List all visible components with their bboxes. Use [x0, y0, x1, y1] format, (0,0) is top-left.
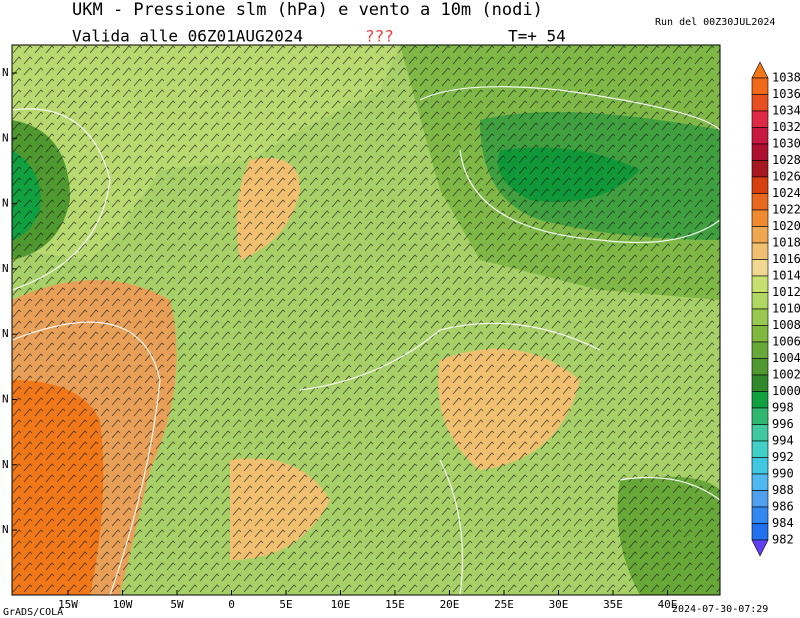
lat-label: N	[2, 197, 9, 210]
colorbar-label: 1008	[772, 318, 800, 332]
lon-label: 10W	[113, 598, 133, 611]
lat-label: N	[2, 393, 9, 406]
colorbar-label: 986	[772, 500, 794, 514]
colorbar-band	[751, 325, 769, 343]
lat-axis: N N N N N N N N	[2, 66, 17, 536]
lon-axis: 15W 10W 5W 0 5E 10E 15E 20E 25E 30E 35E 40E	[58, 590, 677, 611]
map-frame	[11, 44, 721, 596]
colorbar-band	[751, 176, 769, 194]
colorbar-label: 992	[772, 450, 794, 464]
colorbar-band	[751, 341, 769, 359]
colorbar-label: 1016	[772, 252, 800, 266]
colorbar-band	[751, 259, 769, 277]
colorbar-bottom	[751, 539, 769, 557]
lat-label: N	[2, 66, 9, 79]
lon-label: 30E	[549, 598, 569, 611]
valid-time: Valida alle 06Z01AUG2024	[72, 27, 303, 46]
colorbar-band	[751, 292, 769, 310]
lon-label: 5W	[170, 598, 184, 611]
colorbar-label: 996	[772, 417, 794, 431]
lon-label: 20E	[440, 598, 460, 611]
colorbar-label: 1036	[772, 87, 800, 101]
colorbar-label: 1026	[772, 170, 800, 184]
colorbar-band	[751, 143, 769, 161]
lon-label: 40E	[658, 598, 678, 611]
colorbar-band	[751, 457, 769, 475]
colorbar-band	[751, 127, 769, 145]
colorbar-label: 1018	[772, 236, 800, 250]
colorbar: 1038 1036 1034 1032 1030 1028 1026 1024 1022 1020…	[751, 61, 800, 557]
colorbar-band	[751, 424, 769, 442]
colorbar-label: 1024	[772, 186, 800, 200]
colorbar-label: 1020	[772, 219, 800, 233]
colorbar-band	[751, 407, 769, 425]
run-info: Run del 00Z30JUL2024	[655, 17, 775, 28]
colorbar-label: 1010	[772, 302, 800, 316]
colorbar-band	[751, 160, 769, 178]
footer-left: GrADS/COLA	[3, 607, 63, 618]
lon-label: 0	[228, 598, 235, 611]
colorbar-band	[751, 242, 769, 260]
colorbar-label: 1002	[772, 368, 800, 382]
colorbar-band	[751, 193, 769, 211]
colorbar-band	[751, 94, 769, 112]
flag: ???	[365, 27, 394, 46]
colorbar-label: 998	[772, 401, 794, 415]
colorbar-label: 1014	[772, 269, 800, 283]
lat-label: N	[2, 131, 9, 144]
map-area	[12, 45, 720, 595]
colorbar-label: 1028	[772, 153, 800, 167]
colorbar-band	[751, 275, 769, 293]
colorbar-band	[751, 473, 769, 491]
lon-label: 15W	[58, 598, 78, 611]
forecast-step: T=+ 54	[508, 27, 566, 46]
colorbar-band	[751, 440, 769, 458]
lon-label: 25E	[494, 598, 514, 611]
lat-label: N	[2, 458, 9, 471]
colorbar-label: 1022	[772, 203, 800, 217]
lat-label: N	[2, 523, 9, 536]
colorbar-band	[751, 77, 769, 95]
colorbar-label: 990	[772, 467, 794, 481]
colorbar-band	[751, 226, 769, 244]
title: UKM - Pressione slm (hPa) e vento a 10m …	[72, 0, 543, 20]
colorbar-band	[751, 209, 769, 227]
colorbar-top	[751, 61, 769, 79]
footer-right: 2024-07-30-07:29	[672, 604, 768, 615]
lat-label: N	[2, 327, 9, 340]
colorbar-label: 1012	[772, 285, 800, 299]
colorbar-band	[751, 358, 769, 376]
colorbar-label: 984	[772, 516, 794, 530]
colorbar-label: 1038	[772, 71, 800, 85]
colorbar-label: 988	[772, 483, 794, 497]
lat-label: N	[2, 262, 9, 275]
colorbar-band	[751, 374, 769, 392]
colorbar-band	[751, 391, 769, 409]
colorbar-label: 994	[772, 434, 794, 448]
colorbar-label: 1032	[772, 120, 800, 134]
lon-label: 10E	[331, 598, 351, 611]
colorbar-label: 1030	[772, 137, 800, 151]
lon-label: 35E	[603, 598, 623, 611]
colorbar-band	[751, 110, 769, 128]
colorbar-label: 1006	[772, 335, 800, 349]
colorbar-label: 1034	[772, 104, 800, 118]
colorbar-band	[751, 506, 769, 524]
colorbar-band	[751, 523, 769, 541]
colorbar-label: 1000	[772, 384, 800, 398]
colorbar-label: 1004	[772, 351, 800, 365]
lon-label: 5E	[279, 598, 292, 611]
lon-label: 15E	[385, 598, 405, 611]
colorbar-band	[751, 490, 769, 508]
colorbar-band	[751, 308, 769, 326]
colorbar-label: 982	[772, 533, 794, 547]
